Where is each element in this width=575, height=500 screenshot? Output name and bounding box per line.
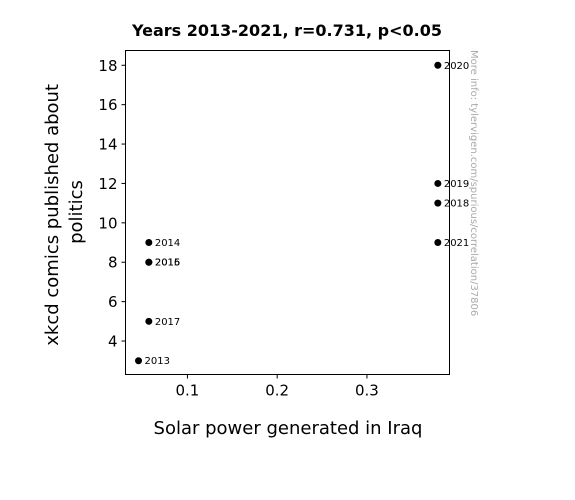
data-point	[434, 239, 442, 247]
point-label: 2021	[444, 238, 469, 249]
y-axis-ticks: 4 6 8 10 12 14 16 18	[98, 57, 126, 351]
point-label: 2020	[444, 61, 469, 72]
data-point	[135, 357, 143, 365]
data-point	[145, 258, 153, 266]
y-tick-label: 4	[108, 333, 118, 351]
data-point	[145, 239, 153, 247]
point-label: 2018	[444, 199, 469, 210]
chart-title: Years 2013-2021, r=0.731, p<0.05	[131, 21, 442, 40]
point-label: 2014	[155, 238, 180, 249]
y-axis-label-line-1: xkcd comics published about	[42, 84, 63, 346]
point-label: 2015	[155, 258, 180, 269]
x-tick-label: 0.1	[175, 382, 199, 400]
data-point	[434, 199, 442, 207]
point-label: 2019	[444, 179, 469, 190]
y-tick-label: 12	[98, 175, 117, 193]
watermark-text: More info: tylervigen.com/spurious/corre…	[468, 50, 479, 316]
y-tick-label: 6	[108, 293, 118, 311]
y-axis-label-line-2: politics	[66, 180, 87, 244]
y-tick-label: 14	[98, 136, 117, 154]
x-tick-label: 0.2	[265, 382, 289, 400]
plot-area	[125, 50, 450, 375]
x-axis-ticks: 0.1 0.2 0.3	[175, 374, 379, 400]
data-point	[434, 179, 442, 187]
y-tick-label: 10	[98, 214, 117, 232]
point-label: 2013	[145, 356, 170, 367]
y-tick-label: 16	[98, 96, 117, 114]
y-axis-label: xkcd comics published about politics	[42, 78, 87, 346]
x-axis-label: Solar power generated in Iraq	[154, 418, 423, 439]
data-point	[145, 317, 153, 325]
data-point	[434, 61, 442, 69]
x-tick-label: 0.3	[355, 382, 379, 400]
point-label: 2016	[155, 258, 180, 269]
y-tick-label: 8	[108, 254, 118, 272]
point-label: 2017	[155, 317, 180, 328]
y-tick-label: 18	[98, 57, 117, 75]
